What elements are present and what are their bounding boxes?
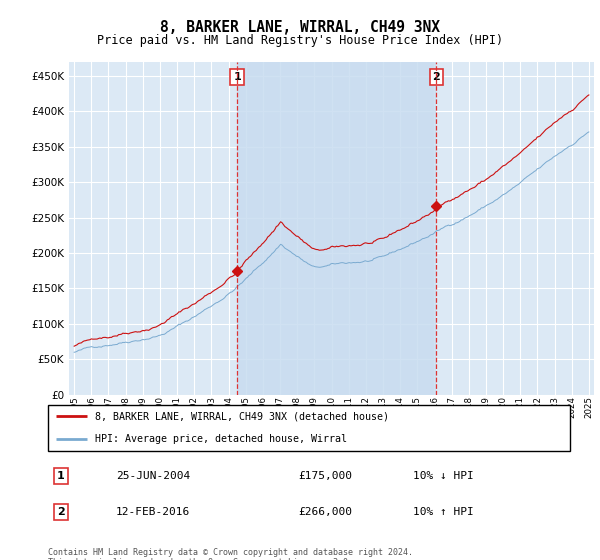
- Text: 8, BARKER LANE, WIRRAL, CH49 3NX (detached house): 8, BARKER LANE, WIRRAL, CH49 3NX (detach…: [95, 412, 389, 421]
- Text: 1: 1: [233, 72, 241, 82]
- Text: 10% ↑ HPI: 10% ↑ HPI: [413, 507, 474, 517]
- Text: 8, BARKER LANE, WIRRAL, CH49 3NX: 8, BARKER LANE, WIRRAL, CH49 3NX: [160, 20, 440, 35]
- Text: £175,000: £175,000: [299, 471, 353, 481]
- Text: 10% ↓ HPI: 10% ↓ HPI: [413, 471, 474, 481]
- Text: 2: 2: [57, 507, 65, 517]
- Text: 1: 1: [57, 471, 65, 481]
- Text: 25-JUN-2004: 25-JUN-2004: [116, 471, 190, 481]
- Text: Contains HM Land Registry data © Crown copyright and database right 2024.
This d: Contains HM Land Registry data © Crown c…: [48, 548, 413, 560]
- Text: 12-FEB-2016: 12-FEB-2016: [116, 507, 190, 517]
- Text: £266,000: £266,000: [299, 507, 353, 517]
- Text: Price paid vs. HM Land Registry's House Price Index (HPI): Price paid vs. HM Land Registry's House …: [97, 34, 503, 46]
- Text: 2: 2: [432, 72, 440, 82]
- Text: HPI: Average price, detached house, Wirral: HPI: Average price, detached house, Wirr…: [95, 435, 347, 444]
- Bar: [237, 62, 436, 395]
